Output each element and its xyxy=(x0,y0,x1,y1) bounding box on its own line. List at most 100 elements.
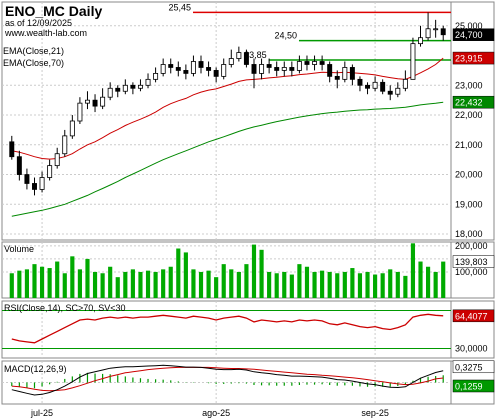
candle-body xyxy=(24,174,30,184)
candle-body xyxy=(228,58,234,65)
ema21-legend: EMA(Close,21) xyxy=(3,46,64,56)
signal-last-flag: 0,1259 xyxy=(455,381,483,391)
candle-body xyxy=(115,87,121,92)
volume-bar xyxy=(365,271,370,298)
volume-bar xyxy=(17,270,22,298)
volume-bar xyxy=(267,271,272,298)
candle-body xyxy=(259,64,265,74)
candle-body xyxy=(84,99,90,104)
rsi-last-flag-box xyxy=(452,309,495,323)
x-axis-labels: jul-25 ago-25 sep-25 xyxy=(30,408,389,418)
volume-bars xyxy=(9,243,446,298)
candle-body xyxy=(425,28,431,39)
candle-body xyxy=(175,67,181,71)
candle-body xyxy=(168,64,174,68)
rsi-panel-label: RSI(Close,14), SC>70, SV<30 xyxy=(4,303,126,313)
candle-body xyxy=(402,78,408,89)
candle-body xyxy=(410,43,416,80)
volume-bar xyxy=(282,271,287,298)
volume-bar xyxy=(123,271,128,298)
volume-bar xyxy=(32,264,37,298)
ema70-flag: 22,432 xyxy=(455,98,483,108)
candle-body xyxy=(77,102,83,122)
candle-body xyxy=(69,120,75,137)
signal-last-flag-box xyxy=(452,379,495,393)
volume-bar xyxy=(373,274,378,298)
volume-bar xyxy=(357,273,363,298)
price-tick-label: 23,000 xyxy=(455,80,483,90)
volume-bar xyxy=(9,273,14,298)
volume-bar xyxy=(289,274,294,298)
volume-bar xyxy=(327,271,332,298)
level-label: 25,45 xyxy=(168,2,191,12)
volume-bar xyxy=(168,266,173,298)
volume-bar xyxy=(236,271,241,298)
volume-bar xyxy=(244,264,249,298)
volume-bar xyxy=(274,273,279,298)
volume-panel-label: Volume xyxy=(4,244,34,254)
candle-body xyxy=(54,153,60,167)
volume-bar xyxy=(221,264,226,298)
volume-bar xyxy=(138,271,143,298)
candlesticks xyxy=(9,12,446,196)
price-tick-label: 25,000 xyxy=(455,21,483,31)
volume-bar xyxy=(229,269,234,298)
volume-bar xyxy=(342,271,347,298)
candle-body xyxy=(440,28,446,36)
volume-bar xyxy=(176,248,181,298)
volume-bar xyxy=(304,266,310,298)
rsi-line xyxy=(11,313,444,344)
ema-lines xyxy=(11,57,444,217)
last-value-flags: 24,700 23,915 22,432 139,803 64,4077 0,3275 0,… xyxy=(452,28,495,393)
candle-body xyxy=(236,52,242,59)
candle-body xyxy=(16,156,22,175)
candle-body xyxy=(274,67,280,71)
volume-bar xyxy=(441,261,446,298)
volume-bar xyxy=(320,270,325,298)
macd-signal-line xyxy=(11,366,444,392)
volume-bar xyxy=(24,269,30,298)
candle-body xyxy=(160,64,166,74)
candle-body xyxy=(372,81,378,89)
candle-body xyxy=(198,61,204,68)
candle-body xyxy=(312,61,318,65)
volume-bar xyxy=(395,271,400,298)
volume-bar xyxy=(85,258,90,298)
volume-bar xyxy=(115,277,120,298)
panel-price xyxy=(1,1,495,241)
volume-bar xyxy=(47,268,52,298)
candle-body xyxy=(183,70,189,74)
volume-bar xyxy=(259,249,264,298)
candle-body xyxy=(62,135,68,155)
candle-body xyxy=(137,84,143,89)
candle-body xyxy=(221,64,227,77)
volume-bar xyxy=(153,271,158,298)
volume-bar xyxy=(350,268,355,298)
rsi-last-flag: 64,4077 xyxy=(455,311,488,321)
rsi-series xyxy=(11,313,444,344)
level-label: 23,85 xyxy=(244,50,267,60)
ema70-line xyxy=(11,101,444,217)
candle-body xyxy=(206,67,212,71)
volume-bar xyxy=(410,243,416,298)
candle-body xyxy=(395,87,401,95)
ema70-flag-box xyxy=(452,95,495,109)
candle-body xyxy=(334,75,340,80)
volume-bar xyxy=(251,244,257,298)
macd-line xyxy=(11,364,444,396)
candle-body xyxy=(289,67,295,71)
volume-bar xyxy=(130,269,135,298)
volume-bar xyxy=(92,271,98,298)
price-tick-label: 18,000 xyxy=(455,229,483,239)
volume-tick-label: 200,000 xyxy=(455,241,488,251)
candle-body xyxy=(130,84,136,89)
volume-bar xyxy=(70,256,75,298)
candle-body xyxy=(122,84,128,92)
volume-tick-label: 100,000 xyxy=(455,267,488,277)
volume-bar xyxy=(380,273,385,298)
candle-body xyxy=(266,64,272,68)
volume-bar xyxy=(108,266,113,298)
ema70-legend: EMA(Close,70) xyxy=(3,58,64,68)
candle-body xyxy=(380,81,386,92)
volume-bar xyxy=(418,261,423,298)
